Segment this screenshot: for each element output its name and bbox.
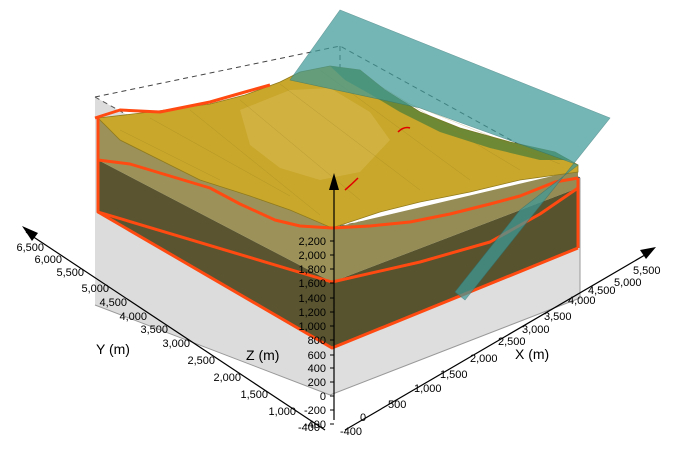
- horizon-surface-front-right: [331, 176, 579, 230]
- fault-plane: [289, 9, 611, 301]
- x-tick-label: 5,500: [633, 265, 661, 277]
- y-tick-label: 6,500: [16, 242, 44, 254]
- horizon-lower-bottom: [97, 210, 579, 350]
- z-tick-label: 2,000: [298, 250, 326, 262]
- z-axis-ticks: [330, 240, 334, 425]
- x-tick-label: 500: [388, 399, 406, 411]
- x-axis-start-label: -400: [340, 426, 362, 438]
- surface-highland-patch: [240, 88, 390, 180]
- y-tick-label: 3,500: [140, 324, 168, 336]
- x-axis-tick-labels: 0 500 1,000 1,500 2,000 2,500 3,000 3,50…: [360, 265, 661, 424]
- x-tick-label: 1,000: [414, 383, 442, 395]
- z-tick-label: 800: [308, 335, 326, 347]
- z-tick-label: -200: [304, 405, 326, 417]
- y-tick-label: 1,000: [268, 406, 296, 418]
- z-tick-label: 1,800: [298, 264, 326, 276]
- upper-layer-left-face: [98, 118, 332, 282]
- horizon-upper-bottom-right: [331, 186, 579, 284]
- fault-trace-2: [344, 177, 359, 191]
- horizon-top-left-edge: [94, 83, 271, 120]
- y-axis-tick-labels: 1,000 1,500 2,000 2,500 3,000 3,500 4,00…: [16, 242, 296, 418]
- x-tick-label: 2,000: [470, 353, 498, 365]
- x-tick-label: 5,000: [614, 277, 642, 289]
- bounding-box-front-left-edge: [94, 304, 331, 396]
- y-tick-label: 3,000: [162, 338, 190, 350]
- horizon-surface-front-left: [96, 118, 333, 230]
- x-tick-label: 4,000: [568, 295, 596, 307]
- y-axis-arrowhead: [22, 226, 38, 241]
- y-tick-label: 1,500: [240, 389, 268, 401]
- z-tick-label: 200: [308, 377, 326, 389]
- x-tick-label: 4,500: [588, 285, 616, 297]
- z-tick-label: 1,000: [298, 321, 326, 333]
- y-tick-label: 4,500: [99, 297, 127, 309]
- y-axis-line: [25, 231, 326, 431]
- z-tick-label: 400: [308, 363, 326, 375]
- x-axis-line: [344, 251, 651, 431]
- z-tick-label: 0: [320, 391, 326, 403]
- z-axis-title: Z (m): [246, 347, 279, 363]
- horizon-lines: [94, 83, 580, 350]
- z-tick-label: 1,200: [298, 307, 326, 319]
- x-axis-title: X (m): [515, 346, 549, 362]
- fault-trace-1: [397, 126, 411, 133]
- z-tick-label: 2,200: [298, 236, 326, 248]
- z-tick-label: 1,600: [298, 278, 326, 290]
- y-tick-label: 5,000: [81, 283, 109, 295]
- x-tick-label: 0: [360, 412, 366, 424]
- z-axis-tick-labels: -400 -200 0 200 400 600 800 1,000 1,200 …: [298, 236, 326, 431]
- lower-layer-left-face: [98, 160, 332, 348]
- x-tick-label: 3,000: [522, 324, 550, 336]
- bounding-box-front-right-edge: [329, 297, 581, 396]
- z-tick-label: 1,400: [298, 293, 326, 305]
- x-tick-label: 3,500: [544, 311, 572, 323]
- y-tick-label: 4,000: [119, 311, 147, 323]
- x-axis-arrowhead: [640, 247, 656, 259]
- x-tick-label: 1,500: [440, 369, 468, 381]
- y-axis-start-label: -400: [298, 422, 320, 434]
- y-axis-title: Y (m): [96, 341, 130, 357]
- y-tick-label: 2,500: [187, 355, 215, 367]
- y-tick-label: 2,000: [213, 372, 241, 384]
- y-tick-label: 6,000: [34, 254, 62, 266]
- y-tick-label: 5,500: [56, 267, 84, 279]
- z-axis-arrowhead: [329, 173, 339, 190]
- x-tick-label: 2,500: [498, 336, 526, 348]
- z-tick-label: -400: [304, 419, 326, 431]
- z-tick-label: 600: [308, 350, 326, 362]
